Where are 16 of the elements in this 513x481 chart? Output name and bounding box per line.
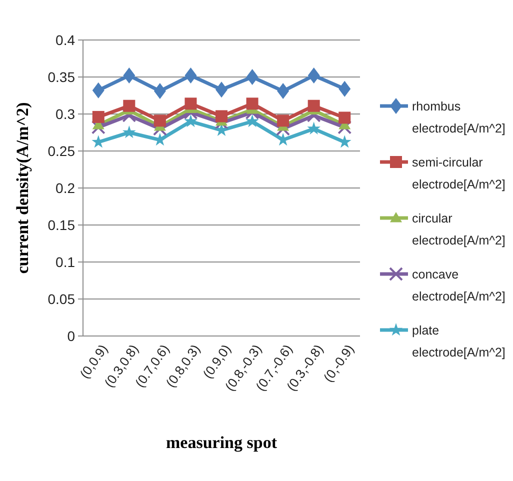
y-tick-label: 0.4 xyxy=(56,32,76,48)
y-tick-label: 0.3 xyxy=(56,106,76,122)
y-tick-label: 0.05 xyxy=(48,290,76,307)
y-tick-label: 0.25 xyxy=(48,142,76,159)
y-axis-title: current density(A/m^2) xyxy=(13,102,32,274)
legend-label: semi-circular electrode[A/m^2] xyxy=(412,155,506,192)
y-tick-label: 0.2 xyxy=(56,180,76,196)
y-tick-label: 0.15 xyxy=(48,216,76,233)
legend-label: concave electrode[A/m^2] xyxy=(412,267,506,304)
x-axis-title: measuring spot xyxy=(166,433,278,452)
y-tick-label: 0.35 xyxy=(48,68,76,85)
legend-label: plate electrode[A/m^2] xyxy=(412,323,506,360)
legend-label: rhombus electrode[A/m^2] xyxy=(412,99,506,136)
y-tick-label: 0 xyxy=(67,328,76,344)
legend-label: circular electrode[A/m^2] xyxy=(412,211,506,248)
y-tick-label: 0.1 xyxy=(56,254,76,270)
